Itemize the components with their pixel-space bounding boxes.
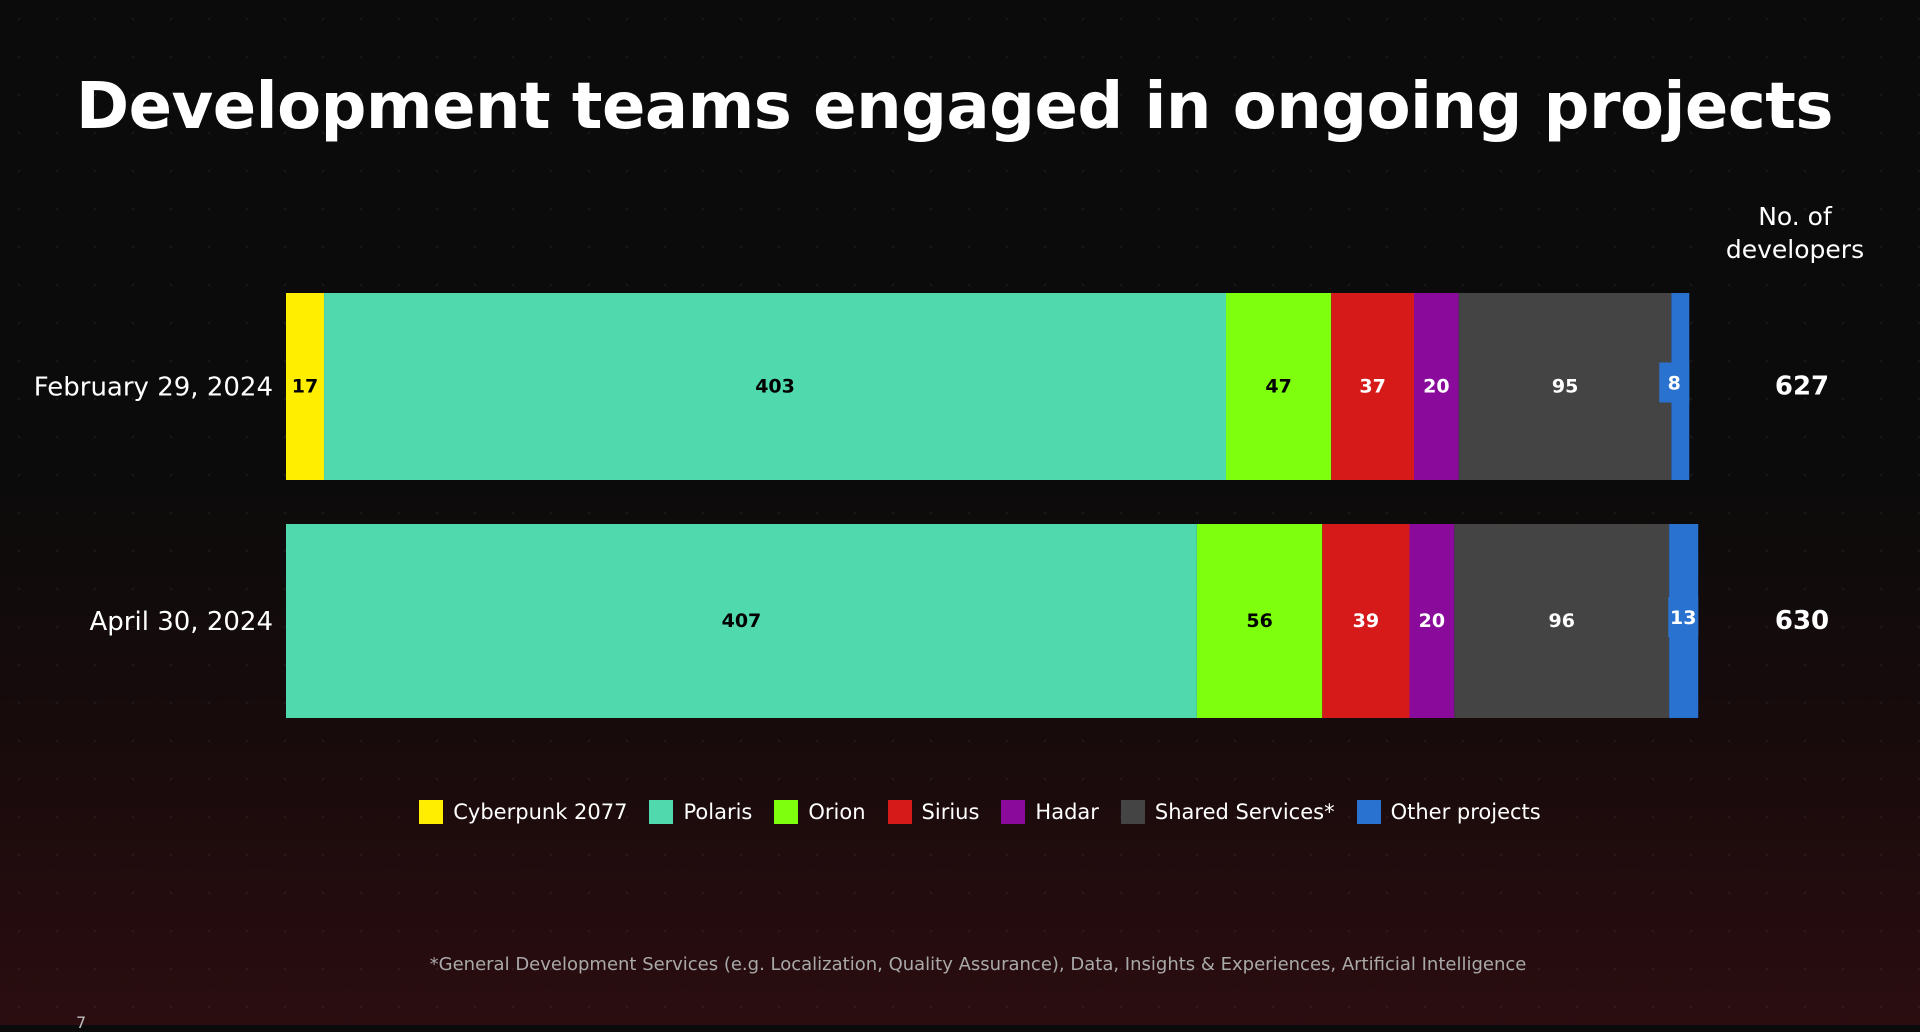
legend-item: Hadar <box>1001 800 1099 824</box>
bar-segment-orion <box>1226 293 1332 480</box>
legend-label: Sirius <box>921 800 980 824</box>
legend-swatch <box>1356 800 1381 824</box>
legend-label: Other projects <box>1390 800 1541 824</box>
category-label: February 29, 2024 <box>34 373 273 403</box>
legend-item: Other projects <box>1356 800 1541 824</box>
page-number: 7 <box>76 1013 87 1032</box>
legend-swatch <box>887 800 912 824</box>
total-label: 630 <box>1775 606 1829 636</box>
value-label: 95 <box>1552 376 1578 398</box>
total-label: 627 <box>1775 372 1829 402</box>
legend-swatch <box>774 800 799 824</box>
bar-segment-cyberpunk-2077 <box>286 293 325 480</box>
bar-segment-hadar <box>1414 293 1459 480</box>
footnote: *General Development Services (e.g. Loca… <box>429 954 1527 975</box>
stacked-bar-chart: February 29, 2024 17 403 47 37 20 95 8 627 April … <box>34 293 1829 718</box>
chart-title: Development teams engaged in ongoing pro… <box>76 70 1833 144</box>
bar-segment-sirius <box>1322 524 1410 718</box>
legend-swatch <box>649 800 674 824</box>
legend-swatch <box>1120 800 1145 824</box>
legend-item: Orion <box>774 800 866 824</box>
legend-swatch <box>419 800 444 824</box>
legend-label: Orion <box>808 800 866 824</box>
legend-item: Polaris <box>649 800 752 824</box>
legend: Cyberpunk 2077 Polaris Orion Sirius Hadar Sha… <box>0 800 1920 824</box>
value-label: 13 <box>1670 607 1696 629</box>
legend-label: Polaris <box>683 800 753 824</box>
bar-segment-polaris <box>324 293 1226 480</box>
value-label: 403 <box>755 376 795 398</box>
legend-label: Hadar <box>1035 800 1099 824</box>
legend-swatch <box>1001 800 1026 824</box>
bar-segment-hadar <box>1409 524 1455 718</box>
value-label-tab <box>1659 362 1690 403</box>
bar-segment-orion <box>1196 524 1323 718</box>
category-label: April 30, 2024 <box>90 607 273 637</box>
legend-item: Sirius <box>887 800 980 824</box>
bar-segment-sirius <box>1331 293 1414 480</box>
value-label: 8 <box>1668 373 1681 395</box>
legend-label: Cyberpunk 2077 <box>453 800 628 824</box>
value-label-tab <box>1668 597 1699 637</box>
value-label: 20 <box>1419 610 1445 632</box>
value-label: 407 <box>722 610 762 632</box>
value-label: 39 <box>1353 610 1379 632</box>
value-label: 17 <box>292 376 318 398</box>
bar-segment-shared-services <box>1458 293 1672 480</box>
value-label: 37 <box>1359 376 1385 398</box>
value-label: 56 <box>1246 610 1272 632</box>
value-label: 47 <box>1265 376 1291 398</box>
legend-item: Shared Services* <box>1120 800 1335 824</box>
value-label: 96 <box>1548 610 1574 632</box>
bar-segment-shared-services <box>1454 524 1670 718</box>
totals-header: No. of developers <box>1725 202 1865 264</box>
bar-segment-polaris <box>286 524 1197 718</box>
legend-item: Cyberpunk 2077 <box>419 800 627 824</box>
value-label: 20 <box>1423 376 1449 398</box>
legend-label: Shared Services* <box>1154 800 1335 824</box>
